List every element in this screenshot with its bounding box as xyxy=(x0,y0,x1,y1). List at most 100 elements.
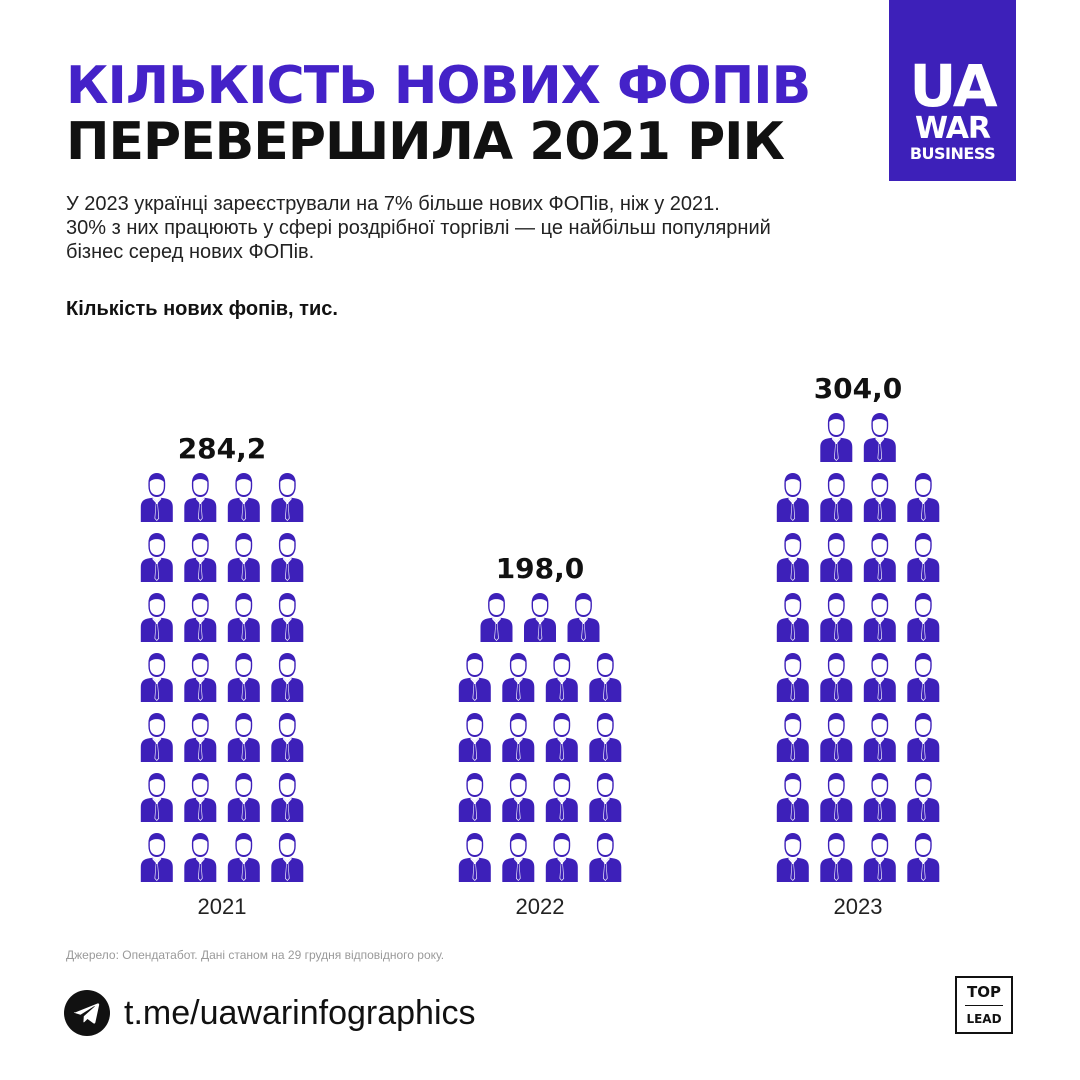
person-icon xyxy=(271,773,304,822)
person-icon xyxy=(907,713,940,762)
value-label-2022: 198,0 xyxy=(496,552,585,585)
person-icon xyxy=(776,473,809,522)
telegram-link[interactable]: t.me/uawarinfographics xyxy=(124,994,476,1032)
chart-column-2023: 304,0 2023 xyxy=(776,372,940,919)
person-icon xyxy=(776,713,809,762)
title-line-1: КІЛЬКІСТЬ НОВИХ ФОПІВ xyxy=(66,56,811,116)
person-icon xyxy=(545,833,578,882)
person-icon xyxy=(820,473,853,522)
logo-line-2: WAR xyxy=(914,111,991,146)
person-icon xyxy=(140,773,173,822)
chart-column-2022: 198,0 2022 xyxy=(458,552,622,919)
person-icon xyxy=(271,473,304,522)
chart-title: Кількість нових фопів, тис. xyxy=(66,298,338,320)
year-label-2023: 2023 xyxy=(834,894,883,919)
person-icon xyxy=(227,473,260,522)
person-icon xyxy=(271,713,304,762)
person-icon xyxy=(480,593,513,642)
year-label-2022: 2022 xyxy=(516,894,565,919)
person-icon xyxy=(458,653,491,702)
value-label-2023: 304,0 xyxy=(814,372,903,405)
person-icon xyxy=(567,593,600,642)
person-icon xyxy=(140,713,173,762)
description-line: 30% з них працюють у сфері роздрібної то… xyxy=(66,217,771,239)
person-icon xyxy=(227,833,260,882)
person-icon xyxy=(184,833,217,882)
person-icon xyxy=(140,473,173,522)
person-icon xyxy=(907,833,940,882)
person-icon xyxy=(863,593,896,642)
person-icon xyxy=(184,713,217,762)
person-icon xyxy=(907,533,940,582)
person-icon xyxy=(524,593,556,642)
person-icon xyxy=(271,653,304,702)
person-icon xyxy=(589,833,622,882)
ua-war-business-logo: UA WAR BUSINESS xyxy=(889,0,1016,181)
person-icon xyxy=(863,413,896,462)
person-icon xyxy=(227,773,260,822)
description: У 2023 українці зареєстрували на 7% біль… xyxy=(66,192,996,264)
person-icon xyxy=(227,713,260,762)
person-icon xyxy=(820,593,853,642)
person-icon xyxy=(589,773,622,822)
person-icon xyxy=(271,533,304,582)
value-label-2021: 284,2 xyxy=(178,432,267,465)
person-icon xyxy=(820,413,853,462)
person-icon xyxy=(227,653,260,702)
person-icon xyxy=(458,773,491,822)
person-icon xyxy=(863,533,896,582)
person-icon xyxy=(820,773,853,822)
person-icon xyxy=(863,473,896,522)
person-icon xyxy=(820,833,853,882)
person-icon xyxy=(776,773,809,822)
person-icon xyxy=(184,653,217,702)
year-label-2021: 2021 xyxy=(198,894,247,919)
top-lead-divider xyxy=(965,1005,1003,1006)
chart-column-2021: 284,2 2021 xyxy=(140,432,304,919)
logo-line-1: UA xyxy=(909,52,997,120)
person-icon xyxy=(140,833,173,882)
person-icon xyxy=(227,533,260,582)
person-icon xyxy=(502,773,535,822)
person-icon xyxy=(545,713,578,762)
telegram-icon[interactable] xyxy=(64,990,110,1036)
description-line: бізнес серед нових ФОПів. xyxy=(66,241,315,263)
person-icon xyxy=(458,833,491,882)
person-icon xyxy=(907,473,940,522)
top-lead-logo-line-1: TOP xyxy=(967,983,1001,1001)
person-icon xyxy=(863,713,896,762)
person-icon xyxy=(863,773,896,822)
person-icon xyxy=(140,653,173,702)
person-icon xyxy=(907,593,940,642)
person-icon xyxy=(820,713,853,762)
logo-line-3: BUSINESS xyxy=(909,144,996,163)
person-icon xyxy=(140,593,173,642)
person-icon xyxy=(863,653,896,702)
person-icon xyxy=(184,773,217,822)
title-line-2: ПЕРЕВЕРШИЛА 2021 РІК xyxy=(66,112,785,172)
person-icon xyxy=(776,533,809,582)
person-icon xyxy=(502,653,535,702)
person-icon xyxy=(776,653,809,702)
person-icon xyxy=(863,833,896,882)
person-icon xyxy=(776,593,809,642)
person-icon xyxy=(227,593,260,642)
person-icon xyxy=(271,833,304,882)
person-icon xyxy=(184,593,217,642)
person-icon xyxy=(820,653,853,702)
person-icon xyxy=(140,533,173,582)
person-icon xyxy=(907,773,940,822)
person-icon xyxy=(458,713,491,762)
person-icon xyxy=(589,653,622,702)
person-icon xyxy=(820,533,853,582)
person-icon xyxy=(907,653,940,702)
person-icon xyxy=(545,653,578,702)
page-title: КІЛЬКІСТЬ НОВИХ ФОПІВ ПЕРЕВЕРШИЛА 2021 Р… xyxy=(66,56,811,172)
person-icon xyxy=(545,773,578,822)
person-icon xyxy=(502,833,535,882)
person-icon xyxy=(776,833,809,882)
person-icon xyxy=(184,533,217,582)
person-icon xyxy=(271,593,304,642)
top-lead-logo: TOP LEAD xyxy=(955,976,1013,1034)
